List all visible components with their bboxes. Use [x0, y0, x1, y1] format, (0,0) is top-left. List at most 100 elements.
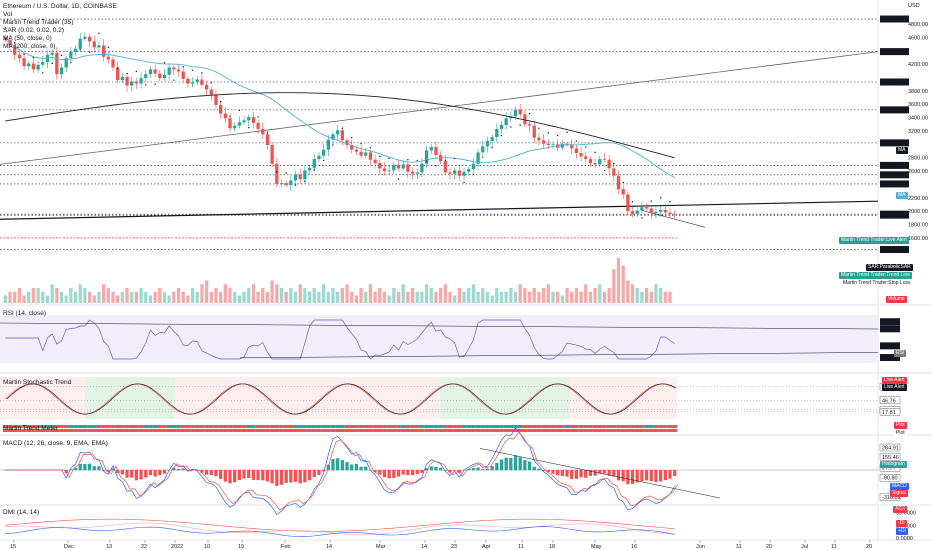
macd-histogram-bar	[453, 470, 457, 471]
meter-cell-bottom	[40, 429, 46, 432]
meter-cell-top	[588, 425, 593, 428]
tag-dmi-adx: ADX	[893, 506, 908, 513]
x-tick-20: Jul	[801, 544, 808, 550]
macd-histogram-bar	[130, 470, 134, 478]
volume-bar	[317, 291, 321, 303]
meter-cell-bottom	[358, 429, 364, 432]
volume-bar	[256, 291, 260, 303]
macd-histogram-bar	[467, 468, 471, 471]
candle	[588, 159, 593, 164]
macd-histogram-bar	[565, 470, 569, 477]
candle	[162, 74, 167, 79]
volume-bar	[537, 291, 541, 303]
volume-bar	[31, 288, 36, 303]
meter-cell-top	[255, 425, 261, 428]
macd-histogram-bar	[485, 468, 490, 471]
candle	[570, 144, 574, 149]
candle	[228, 118, 232, 129]
meter-cell-top	[213, 425, 219, 428]
level-label-bg-1	[880, 48, 909, 56]
meter-cell-bottom	[531, 429, 537, 432]
volume-bar	[448, 291, 452, 303]
candle	[125, 76, 129, 86]
price-tick-9: 2200.00	[908, 196, 928, 202]
volume-bar	[125, 288, 129, 303]
meter-cell-top	[644, 425, 649, 428]
candle	[326, 139, 330, 150]
volume-bar	[513, 291, 518, 303]
macd-histogram-bar	[289, 470, 293, 483]
macd-histogram-bar	[321, 470, 326, 472]
candle	[499, 124, 504, 129]
meter-cell-top	[433, 425, 439, 428]
volume-bar	[261, 288, 265, 303]
meter-cell-top	[241, 425, 247, 428]
tag-live-alert: Martin Trend Trader:Live Alert	[839, 237, 909, 244]
sar-dot	[70, 62, 72, 64]
macd-histogram-bar	[438, 467, 443, 471]
volume-bar	[120, 291, 124, 303]
volume-bar	[172, 291, 176, 303]
candle	[31, 63, 36, 70]
candle	[518, 109, 522, 115]
legend-dmi[interactable]: DMI (14, 14)	[3, 509, 40, 516]
meter-cell-top	[602, 425, 607, 428]
macd-histogram-bar	[111, 468, 115, 471]
macd-histogram-bar	[162, 470, 167, 474]
volume-bar	[424, 284, 429, 303]
macd-histogram-bar	[359, 466, 363, 471]
level-label-9: 1941.15	[882, 213, 902, 219]
macd-histogram-bar	[588, 470, 593, 476]
volume-bar	[87, 291, 92, 303]
level-label-10: 1426.78	[882, 248, 902, 254]
sar-dot	[510, 126, 512, 128]
sar-dot	[463, 181, 465, 184]
legend-rsi[interactable]: RSI (14, close)	[3, 310, 46, 317]
meter-cell-top	[218, 425, 223, 428]
legend-sar[interactable]: SAR (0.02, 0.02, 0.2)	[3, 27, 65, 34]
candle	[598, 159, 602, 165]
macd-histogram-bar	[560, 470, 564, 476]
macd-histogram-bar	[97, 466, 101, 471]
legend-ma200[interactable]: MA (200, close, 0)	[3, 43, 56, 50]
volume-bar	[509, 288, 513, 303]
volume-bar	[336, 291, 340, 303]
meter-cell-top	[208, 425, 214, 428]
meter-cell-top	[475, 425, 481, 428]
macd-histogram-bar	[237, 470, 242, 480]
legend-ma50[interactable]: MA (50, close, 0)	[3, 35, 52, 42]
volume-bar	[139, 288, 143, 303]
meter-cell-bottom	[26, 429, 32, 432]
volume-bar	[616, 258, 621, 303]
legend-meter[interactable]: Martin Trend Meter	[3, 425, 58, 432]
meter-cell-bottom	[597, 429, 603, 432]
meter-cell-bottom	[480, 429, 486, 432]
macd-histogram-bar	[364, 466, 368, 471]
macd-histogram-bar	[209, 470, 213, 476]
meter-cell-bottom	[461, 429, 467, 432]
meter-cell-top	[569, 425, 575, 428]
legend-mtt[interactable]: Martin Trend Trader (35)	[3, 19, 74, 26]
meter-cell-top	[438, 425, 443, 428]
legend-stoch[interactable]: Martin Stochastic Trend	[3, 379, 72, 386]
stoch-label-bg-3	[879, 408, 901, 416]
macd-histogram-bar	[284, 470, 288, 483]
meter-cell-bottom	[588, 429, 593, 432]
meter-cell-top	[54, 425, 60, 428]
candle	[392, 165, 396, 171]
sar-dot	[528, 112, 531, 115]
sar-dot	[4, 27, 7, 29]
meter-cell-bottom	[302, 429, 308, 432]
candle	[176, 69, 181, 72]
meter-cell-bottom	[559, 429, 565, 432]
legend-macd[interactable]: MACD (12, 26, close, 9, EMA, EMA)	[3, 440, 108, 447]
legend-vol[interactable]: Vol	[3, 11, 13, 18]
macd-histogram-bar	[106, 470, 110, 472]
volume-bar	[55, 288, 59, 303]
sar-dot	[60, 54, 63, 57]
meter-cell-top	[73, 425, 78, 428]
macd-histogram-bar	[523, 460, 527, 471]
candle	[410, 171, 415, 174]
meter-cell-bottom	[185, 429, 191, 432]
